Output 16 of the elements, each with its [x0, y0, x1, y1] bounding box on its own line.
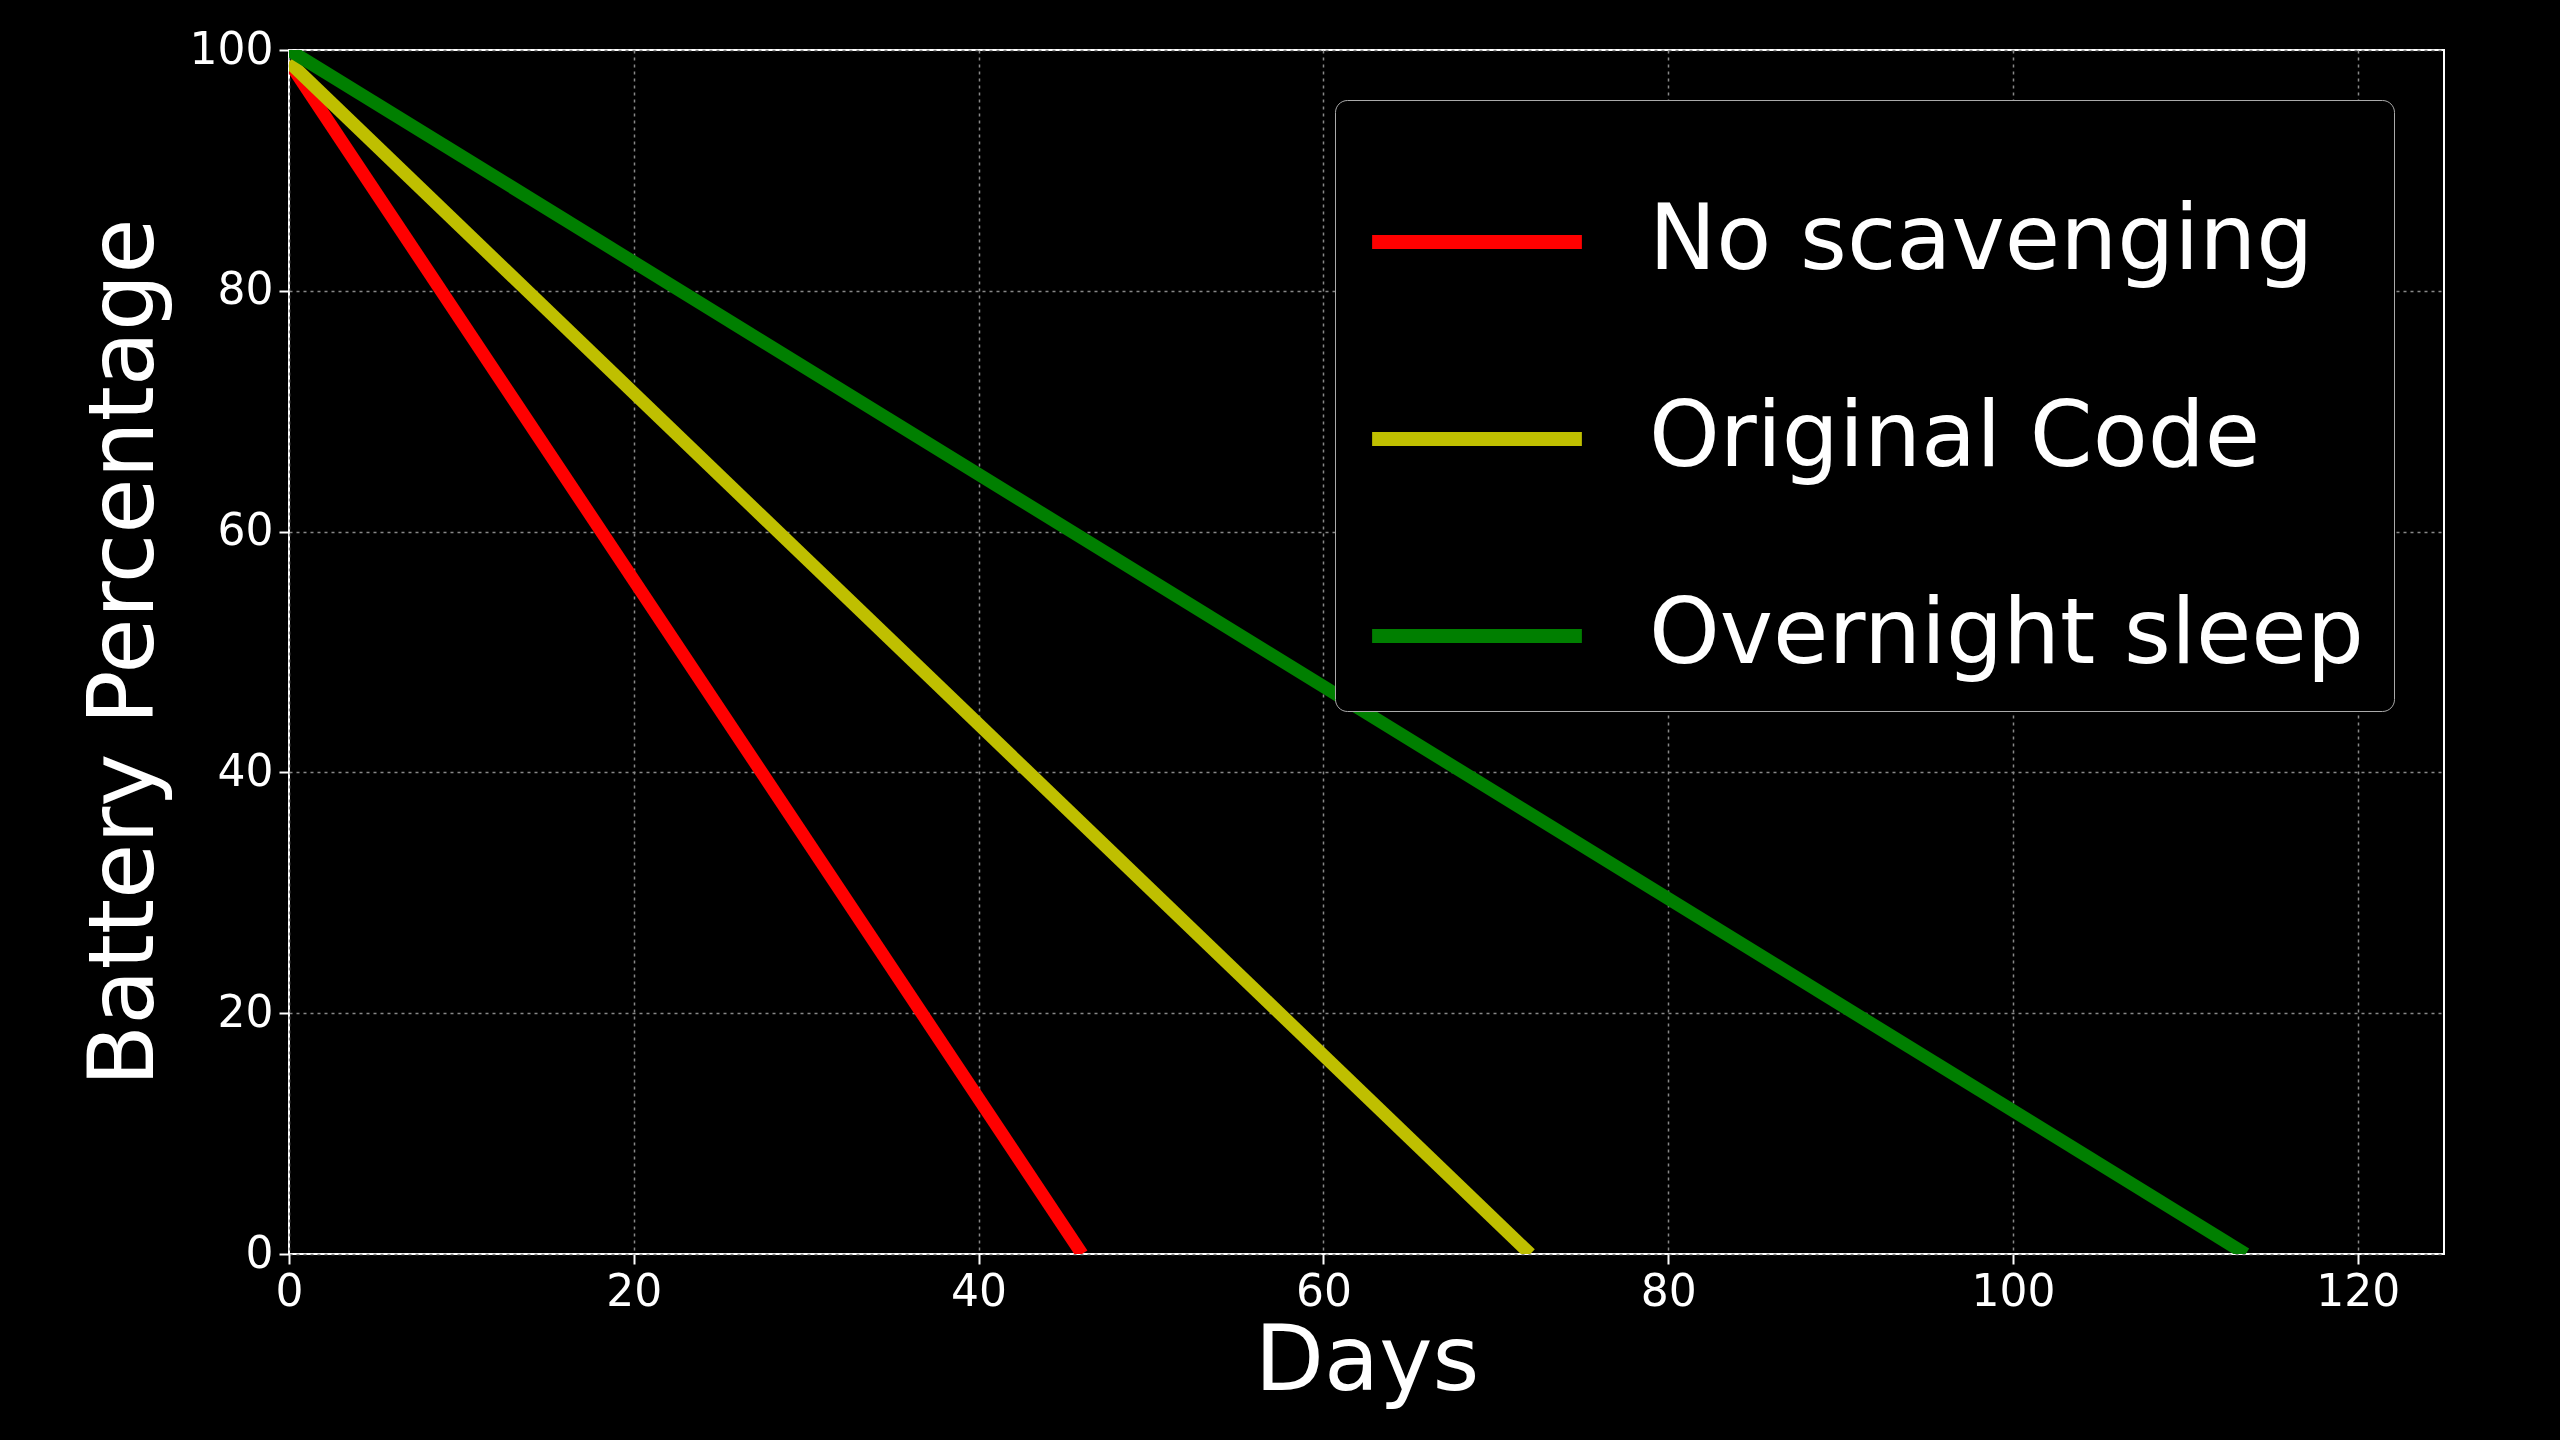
x-tick-label: 20 [606, 1264, 663, 1316]
x-tick-label: 80 [1640, 1264, 1697, 1316]
legend-label: No scavenging [1649, 185, 2314, 290]
y-tick-label: 20 [217, 985, 274, 1037]
x-tick-label: 40 [951, 1264, 1008, 1316]
y-tick-label: 40 [217, 744, 274, 796]
y-tick-label: 100 [189, 22, 274, 74]
y-tick-label: 80 [217, 263, 274, 315]
x-tick-label: 60 [1295, 1264, 1352, 1316]
x-tick-label: 120 [2316, 1264, 2401, 1316]
y-tick-label: 0 [245, 1226, 274, 1278]
y-tick-label: 60 [217, 504, 274, 556]
x-tick-label: 100 [1971, 1264, 2056, 1316]
y-axis-title: Battery Percentage [68, 218, 174, 1087]
legend-label: Overnight sleep [1649, 579, 2364, 684]
legend-label: Original Code [1649, 382, 2261, 487]
